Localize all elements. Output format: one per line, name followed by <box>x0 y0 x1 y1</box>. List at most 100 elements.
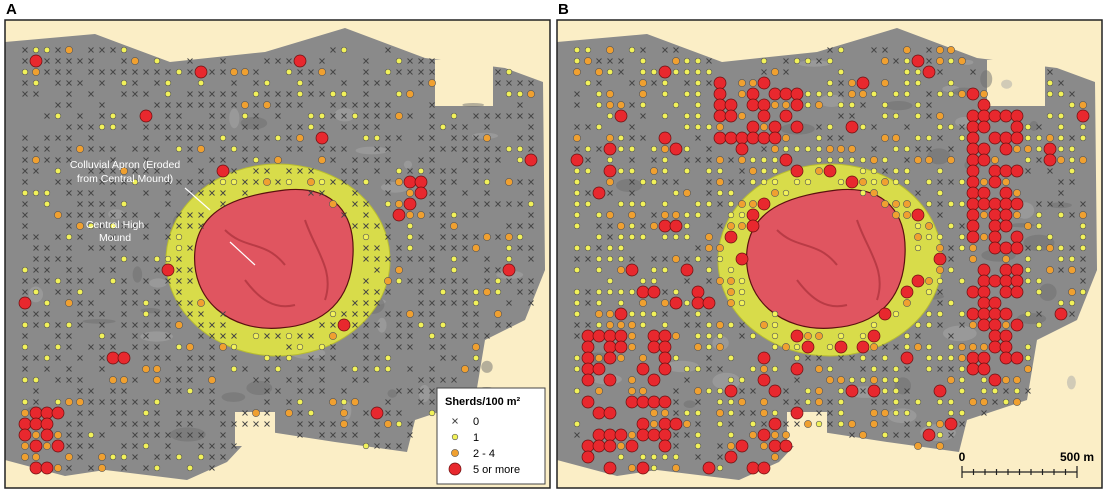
symbol-two-four <box>65 453 72 460</box>
symbol-one <box>88 432 94 438</box>
symbol-five-plus <box>791 407 803 419</box>
symbol-one <box>893 410 899 416</box>
symbol-one <box>143 410 149 416</box>
symbol-one <box>695 102 701 108</box>
symbol-five-plus <box>758 462 770 474</box>
symbol-two-four <box>738 200 745 207</box>
symbol-two-four <box>936 266 943 273</box>
symbol-two-four <box>483 233 490 240</box>
symbol-one <box>695 58 701 64</box>
symbol-one <box>154 256 160 262</box>
symbol-one <box>495 289 501 295</box>
symbol-one <box>937 91 943 97</box>
symbol-two-four <box>661 409 668 416</box>
symbol-one <box>574 245 580 251</box>
symbol-one <box>308 124 314 130</box>
symbol-one <box>596 102 602 108</box>
page: A B Colluvial Apron (Erodedfrom Central … <box>0 0 1105 495</box>
symbol-five-plus <box>967 286 979 298</box>
symbol-two-four <box>406 189 413 196</box>
symbol-one <box>948 267 954 273</box>
symbol-one <box>506 69 512 75</box>
symbol-one <box>904 91 910 97</box>
symbol-one <box>473 300 479 306</box>
symbol-one <box>640 179 646 185</box>
symbol-one <box>495 278 501 284</box>
symbol-five-plus <box>824 165 836 177</box>
symbol-five-plus <box>1055 308 1067 320</box>
symbol-one <box>662 201 668 207</box>
symbol-five-plus <box>967 187 979 199</box>
symbol-five-plus <box>901 286 913 298</box>
symbol-one <box>231 344 237 350</box>
symbol-two-four <box>760 123 767 130</box>
symbol-two-four <box>727 277 734 284</box>
symbol-two-four <box>936 442 943 449</box>
symbol-five-plus <box>846 176 858 188</box>
symbol-one <box>849 102 855 108</box>
symbol-one <box>99 124 105 130</box>
symbol-one <box>198 80 204 86</box>
symbol-two-four <box>716 244 723 251</box>
symbol-one <box>253 157 259 163</box>
symbol-two-four <box>318 156 325 163</box>
symbol-one <box>473 355 479 361</box>
legend: Sherds/100 m²012 - 45 or more <box>437 388 545 484</box>
symbol-one <box>154 465 160 471</box>
symbol-two-four <box>296 134 303 141</box>
symbol-one <box>1080 289 1086 295</box>
symbol-one <box>783 190 789 196</box>
map-panel: Colluvial Apron (Erodedfrom Central Moun… <box>5 20 550 488</box>
symbol-one <box>772 179 778 185</box>
symbol-one <box>937 234 943 240</box>
symbol-five-plus <box>978 297 990 309</box>
symbol-five-plus <box>1000 198 1012 210</box>
symbol-one <box>651 454 657 460</box>
symbol-one <box>926 355 932 361</box>
symbol-two-four <box>505 178 512 185</box>
symbol-five-plus <box>659 66 671 78</box>
symbol-two-four <box>639 90 646 97</box>
symbol-five-plus <box>637 396 649 408</box>
symbol-five-plus <box>912 209 924 221</box>
symbol-two-four <box>738 90 745 97</box>
symbol-one <box>937 399 943 405</box>
symbol-two-four <box>837 145 844 152</box>
symbol-two-four <box>914 442 921 449</box>
symbol-five-plus <box>758 132 770 144</box>
symbol-one <box>904 168 910 174</box>
symbol-five-plus <box>659 429 671 441</box>
symbol-one <box>574 190 580 196</box>
symbol-one <box>662 113 668 119</box>
symbol-one <box>574 366 580 372</box>
symbol-one <box>607 289 613 295</box>
symbol-two-four <box>395 266 402 273</box>
symbol-five-plus <box>338 319 350 331</box>
symbol-one <box>794 355 800 361</box>
symbol-one <box>684 300 690 306</box>
symbol-five-plus <box>659 418 671 430</box>
symbol-one <box>728 355 734 361</box>
symbol-one <box>728 432 734 438</box>
symbol-one <box>607 256 613 262</box>
symbol-one <box>915 399 921 405</box>
symbol-one <box>1058 124 1064 130</box>
symbol-five-plus <box>692 286 704 298</box>
symbol-five-plus <box>593 330 605 342</box>
symbol-one <box>297 344 303 350</box>
relief-shade <box>1001 80 1012 89</box>
symbol-two-four <box>595 354 602 361</box>
symbol-two-four <box>760 365 767 372</box>
symbol-two-four <box>771 453 778 460</box>
symbol-two-four <box>175 321 182 328</box>
symbol-two-four <box>395 200 402 207</box>
symbol-two-four <box>628 343 635 350</box>
symbol-two-four <box>947 46 954 53</box>
symbol-one <box>959 245 965 251</box>
symbol-one <box>55 399 61 405</box>
symbol-five-plus <box>593 407 605 419</box>
symbol-five-plus <box>989 297 1001 309</box>
symbol-two-four <box>628 321 635 328</box>
symbol-one <box>33 47 39 53</box>
symbol-two-four <box>980 343 987 350</box>
